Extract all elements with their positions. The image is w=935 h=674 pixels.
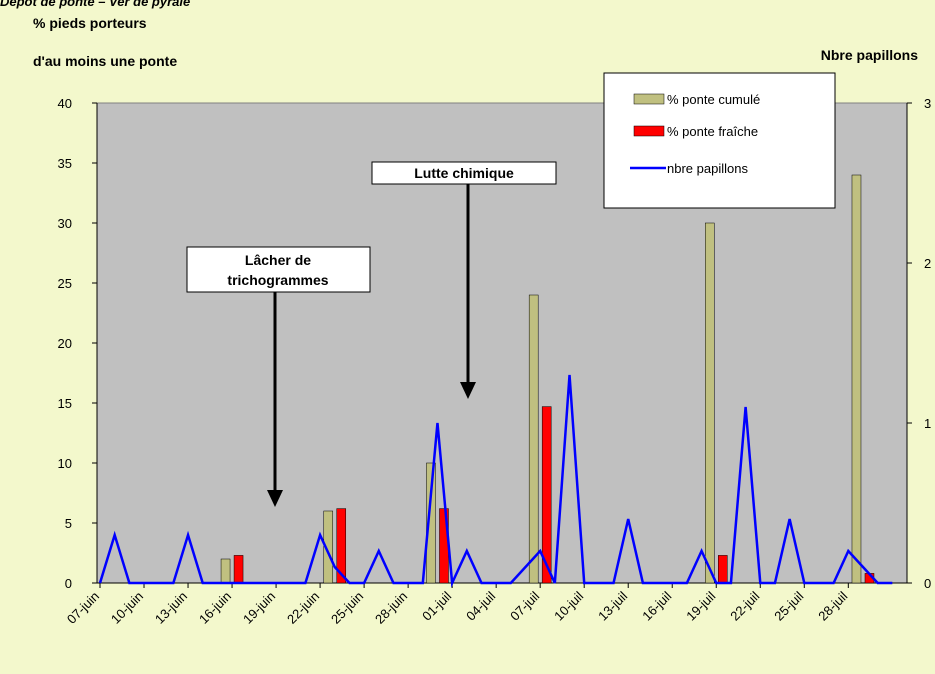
y-tick-label: 35 (58, 156, 72, 171)
annotation: Lâcher de (245, 252, 311, 268)
annotation-box (186, 246, 371, 293)
y2-tick-label: 3 (924, 96, 931, 111)
bar (851, 174, 862, 584)
annotation-box (371, 161, 557, 185)
arrow-head (267, 490, 283, 507)
bar (233, 555, 244, 584)
bar (541, 406, 552, 584)
y-tick-label: 40 (58, 96, 72, 111)
bar (718, 555, 728, 584)
legend-swatch (633, 93, 665, 105)
y-tick-label: 15 (58, 396, 72, 411)
bar (323, 510, 334, 584)
y-tick-label: 30 (58, 216, 72, 231)
bar (705, 222, 715, 584)
y-axis-label: % pieds porteurs (33, 15, 147, 31)
y2-tick-label: 1 (924, 416, 931, 431)
legend: % ponte cumulé % ponte fraîche nbre papill… (603, 72, 836, 209)
y-tick-label: 25 (58, 276, 72, 291)
legend-label: nbre papillons (667, 161, 748, 176)
y2-axis-label: Nbre papillons (821, 47, 918, 63)
y-tick-label: 0 (65, 576, 72, 591)
y-tick-label: 10 (58, 456, 72, 471)
legend-label: % ponte fraîche (667, 124, 758, 139)
annotation: trichogrammes (227, 272, 328, 288)
bar (426, 462, 436, 584)
legend-label: % ponte cumulé (667, 92, 760, 107)
y2-tick-label: 2 (924, 256, 931, 271)
y2-tick-label: 0 (924, 576, 931, 591)
arrow-head (460, 382, 476, 399)
bar (336, 508, 347, 584)
chart-title: Dépôt de ponte – Ver de pyrale (0, 0, 190, 9)
y-tick-label: 5 (65, 516, 72, 531)
legend-swatch (633, 125, 665, 137)
annotations: Lâcher de trichogrammes Lutte chimique (186, 161, 557, 507)
bar (528, 294, 539, 584)
line (98, 374, 893, 588)
bar (220, 558, 231, 584)
annotation: Lutte chimique (414, 165, 514, 181)
y-tick-label: 20 (58, 336, 72, 351)
y-axis-label: d'au moins une ponte (33, 53, 177, 69)
